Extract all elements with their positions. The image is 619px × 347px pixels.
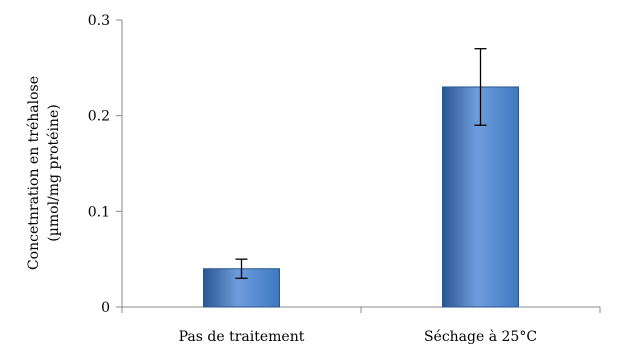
x-tick-label: Séchage à 25°C (424, 328, 537, 345)
y-tick-label: 0 (101, 300, 110, 316)
error-bar (474, 48, 487, 126)
y-axis-label: Concetnration en tréhalose (µmol/mg prot… (26, 76, 62, 270)
y-axis-label-line-1: Concetnration en tréhalose (26, 76, 42, 270)
y-axis-label-line-2: (µmol/mg protéine) (46, 104, 62, 241)
y-tick-label: 0.2 (88, 109, 110, 125)
y-tick-label: 0.1 (88, 204, 110, 220)
y-tick-label: 0.3 (88, 13, 110, 29)
error-bar (235, 258, 248, 279)
tick-labels: 0 0.1 0.2 0.3 Pas de traitement Séchage à 25°… (88, 13, 537, 345)
x-tick-label: Pas de traitement (179, 329, 305, 345)
bars (203, 48, 519, 308)
axes (116, 19, 601, 313)
